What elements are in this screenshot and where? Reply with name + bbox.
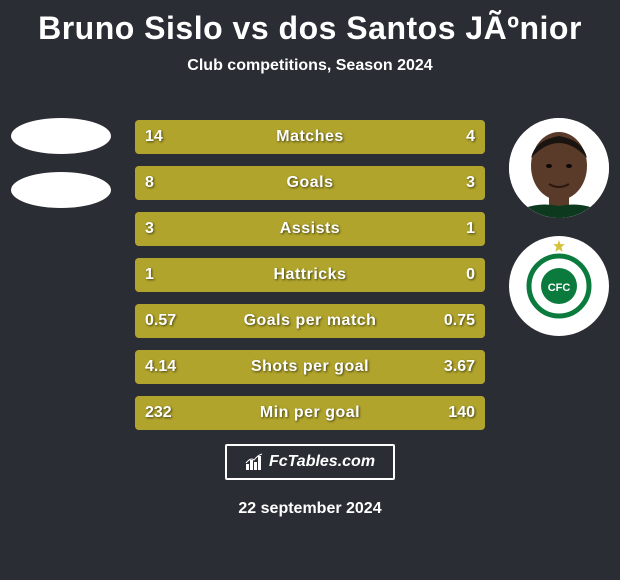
stat-label: Matches xyxy=(135,120,485,154)
stat-row: 83Goals xyxy=(135,166,485,200)
comparison-subtitle: Club competitions, Season 2024 xyxy=(0,57,620,75)
stat-label: Assists xyxy=(135,212,485,246)
svg-text:CFC: CFC xyxy=(548,282,571,294)
stat-row: 232140Min per goal xyxy=(135,396,485,430)
left-player-avatar xyxy=(11,118,111,154)
stat-row: 4.143.67Shots per goal xyxy=(135,350,485,384)
right-player-avatar xyxy=(509,118,609,218)
stat-row: 0.570.75Goals per match xyxy=(135,304,485,338)
stats-comparison-chart: 144Matches 83Goals 31Assists 10Hattricks 0.5… xyxy=(135,120,485,442)
brand-badge: FcTables.com xyxy=(225,444,395,480)
stat-row: 31Assists xyxy=(135,212,485,246)
stat-label: Goals per match xyxy=(135,304,485,338)
right-club-badge: CFC xyxy=(509,236,609,336)
bar-chart-icon xyxy=(245,453,263,471)
club-badge-icon: CFC xyxy=(524,251,594,321)
stat-label: Min per goal xyxy=(135,396,485,430)
stat-label: Hattricks xyxy=(135,258,485,292)
player-face-icon xyxy=(509,118,609,218)
left-player-column xyxy=(8,118,114,226)
star-icon xyxy=(553,240,565,252)
stat-label: Shots per goal xyxy=(135,350,485,384)
stat-label: Goals xyxy=(135,166,485,200)
footer-date: 22 september 2024 xyxy=(238,500,381,518)
right-player-column: CFC xyxy=(506,118,612,354)
brand-text: FcTables.com xyxy=(269,453,375,471)
comparison-title: Bruno Sislo vs dos Santos JÃºnior xyxy=(0,0,620,47)
stat-row: 144Matches xyxy=(135,120,485,154)
stat-row: 10Hattricks xyxy=(135,258,485,292)
left-club-badge xyxy=(11,172,111,208)
